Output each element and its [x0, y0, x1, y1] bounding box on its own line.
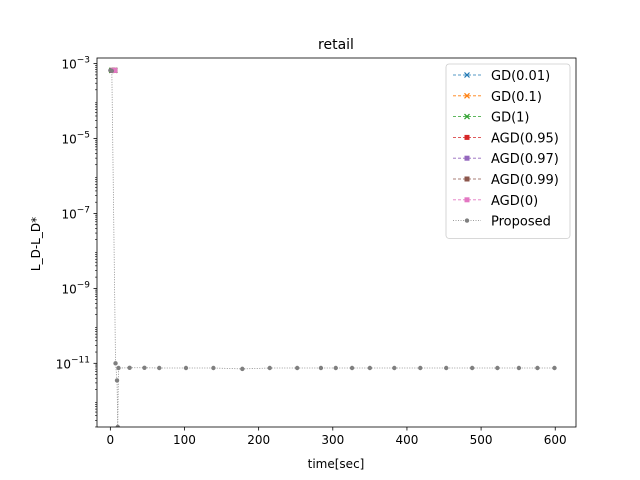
- legend: GD(0.01) GD(0.1) GD(1) AGD(0.95) AGD(0.97) AG…: [445, 63, 571, 239]
- legend-marker: [464, 218, 470, 223]
- data-point: [157, 365, 162, 371]
- x-tick-label: 600: [544, 433, 567, 447]
- legend-marker: [464, 176, 470, 182]
- y-tick-label: 10−11: [56, 355, 90, 371]
- data-point: [116, 365, 121, 371]
- x-tick-label: 400: [395, 433, 418, 447]
- legend-label: AGD(0.97): [491, 152, 559, 167]
- data-point: [469, 365, 475, 371]
- legend-label: AGD(0.95): [491, 131, 559, 146]
- y-tick-label: 10−7: [61, 205, 90, 221]
- data-point: [418, 365, 423, 371]
- legend-marker: [464, 155, 470, 161]
- data-point: [367, 365, 373, 371]
- data-point: [211, 365, 216, 371]
- legend-label: GD(0.01): [491, 69, 550, 84]
- data-point: [113, 361, 118, 366]
- data-point: [183, 365, 189, 371]
- y-axis-label: L_D-L_D*: [29, 217, 43, 271]
- legend-label: AGD(0): [491, 194, 538, 209]
- y-tick-label: 10−9: [61, 280, 90, 296]
- legend-entry: GD(0.1): [453, 90, 542, 105]
- x-tick-label: 200: [247, 433, 270, 447]
- data-point: [495, 365, 500, 371]
- y-tick-label: 10−5: [61, 131, 90, 147]
- data-point: [240, 366, 245, 372]
- data-point: [142, 365, 147, 370]
- legend-marker: [464, 113, 470, 120]
- x-tick-label: 500: [470, 433, 493, 447]
- data-point: [114, 378, 120, 383]
- data-point: [516, 365, 522, 371]
- legend-label: Proposed: [491, 215, 551, 230]
- legend-entry: GD(0.01): [453, 69, 550, 84]
- axes-frame: [96, 57, 577, 428]
- legend-label: AGD(0.99): [491, 173, 559, 188]
- data-point: [552, 365, 557, 371]
- x-axis-label: time[sec]: [308, 457, 365, 471]
- data-point: [127, 365, 132, 370]
- data-point: [444, 365, 449, 371]
- legend-marker: [464, 134, 470, 140]
- legend-label: GD(0.1): [491, 90, 542, 105]
- legend-marker: [464, 197, 470, 203]
- series-proposed: [108, 68, 557, 427]
- legend-entry: AGD(0.97): [453, 152, 559, 167]
- data-point: [115, 424, 120, 427]
- data-point: [333, 365, 338, 371]
- series-layer: [108, 67, 557, 427]
- data-point: [535, 365, 540, 371]
- marker-stroke: [464, 72, 470, 78]
- x-tick-label: 0: [107, 433, 115, 447]
- x-tick-label: 300: [321, 433, 344, 447]
- marker-stroke: [464, 92, 470, 99]
- legend-entry: Proposed: [453, 215, 551, 230]
- data-point: [295, 365, 300, 371]
- legend-entry: GD(1): [453, 111, 530, 126]
- marker-stroke: [464, 113, 470, 120]
- chart-title: retail: [318, 37, 354, 53]
- axes-layer: 0 100 200 300 400 500 600 10−3 10−5 10−7 10−9 10−11: [56, 56, 577, 447]
- legend-box: [445, 63, 571, 239]
- legend-entry: AGD(0.95): [453, 131, 559, 146]
- legend-marker: [464, 92, 470, 99]
- legend-entry: AGD(0.99): [453, 173, 559, 188]
- legend-label: GD(1): [491, 111, 530, 126]
- data-point: [109, 68, 115, 74]
- y-tick-label: 10−3: [61, 56, 90, 72]
- legend-marker: [464, 72, 470, 78]
- data-point: [112, 67, 118, 73]
- data-point: [267, 365, 272, 371]
- data-point: [349, 365, 355, 371]
- data-point: [318, 365, 324, 371]
- legend-entry: AGD(0): [453, 194, 538, 209]
- x-tick-label: 100: [173, 433, 196, 447]
- series-line: [110, 70, 555, 427]
- data-point: [392, 365, 397, 371]
